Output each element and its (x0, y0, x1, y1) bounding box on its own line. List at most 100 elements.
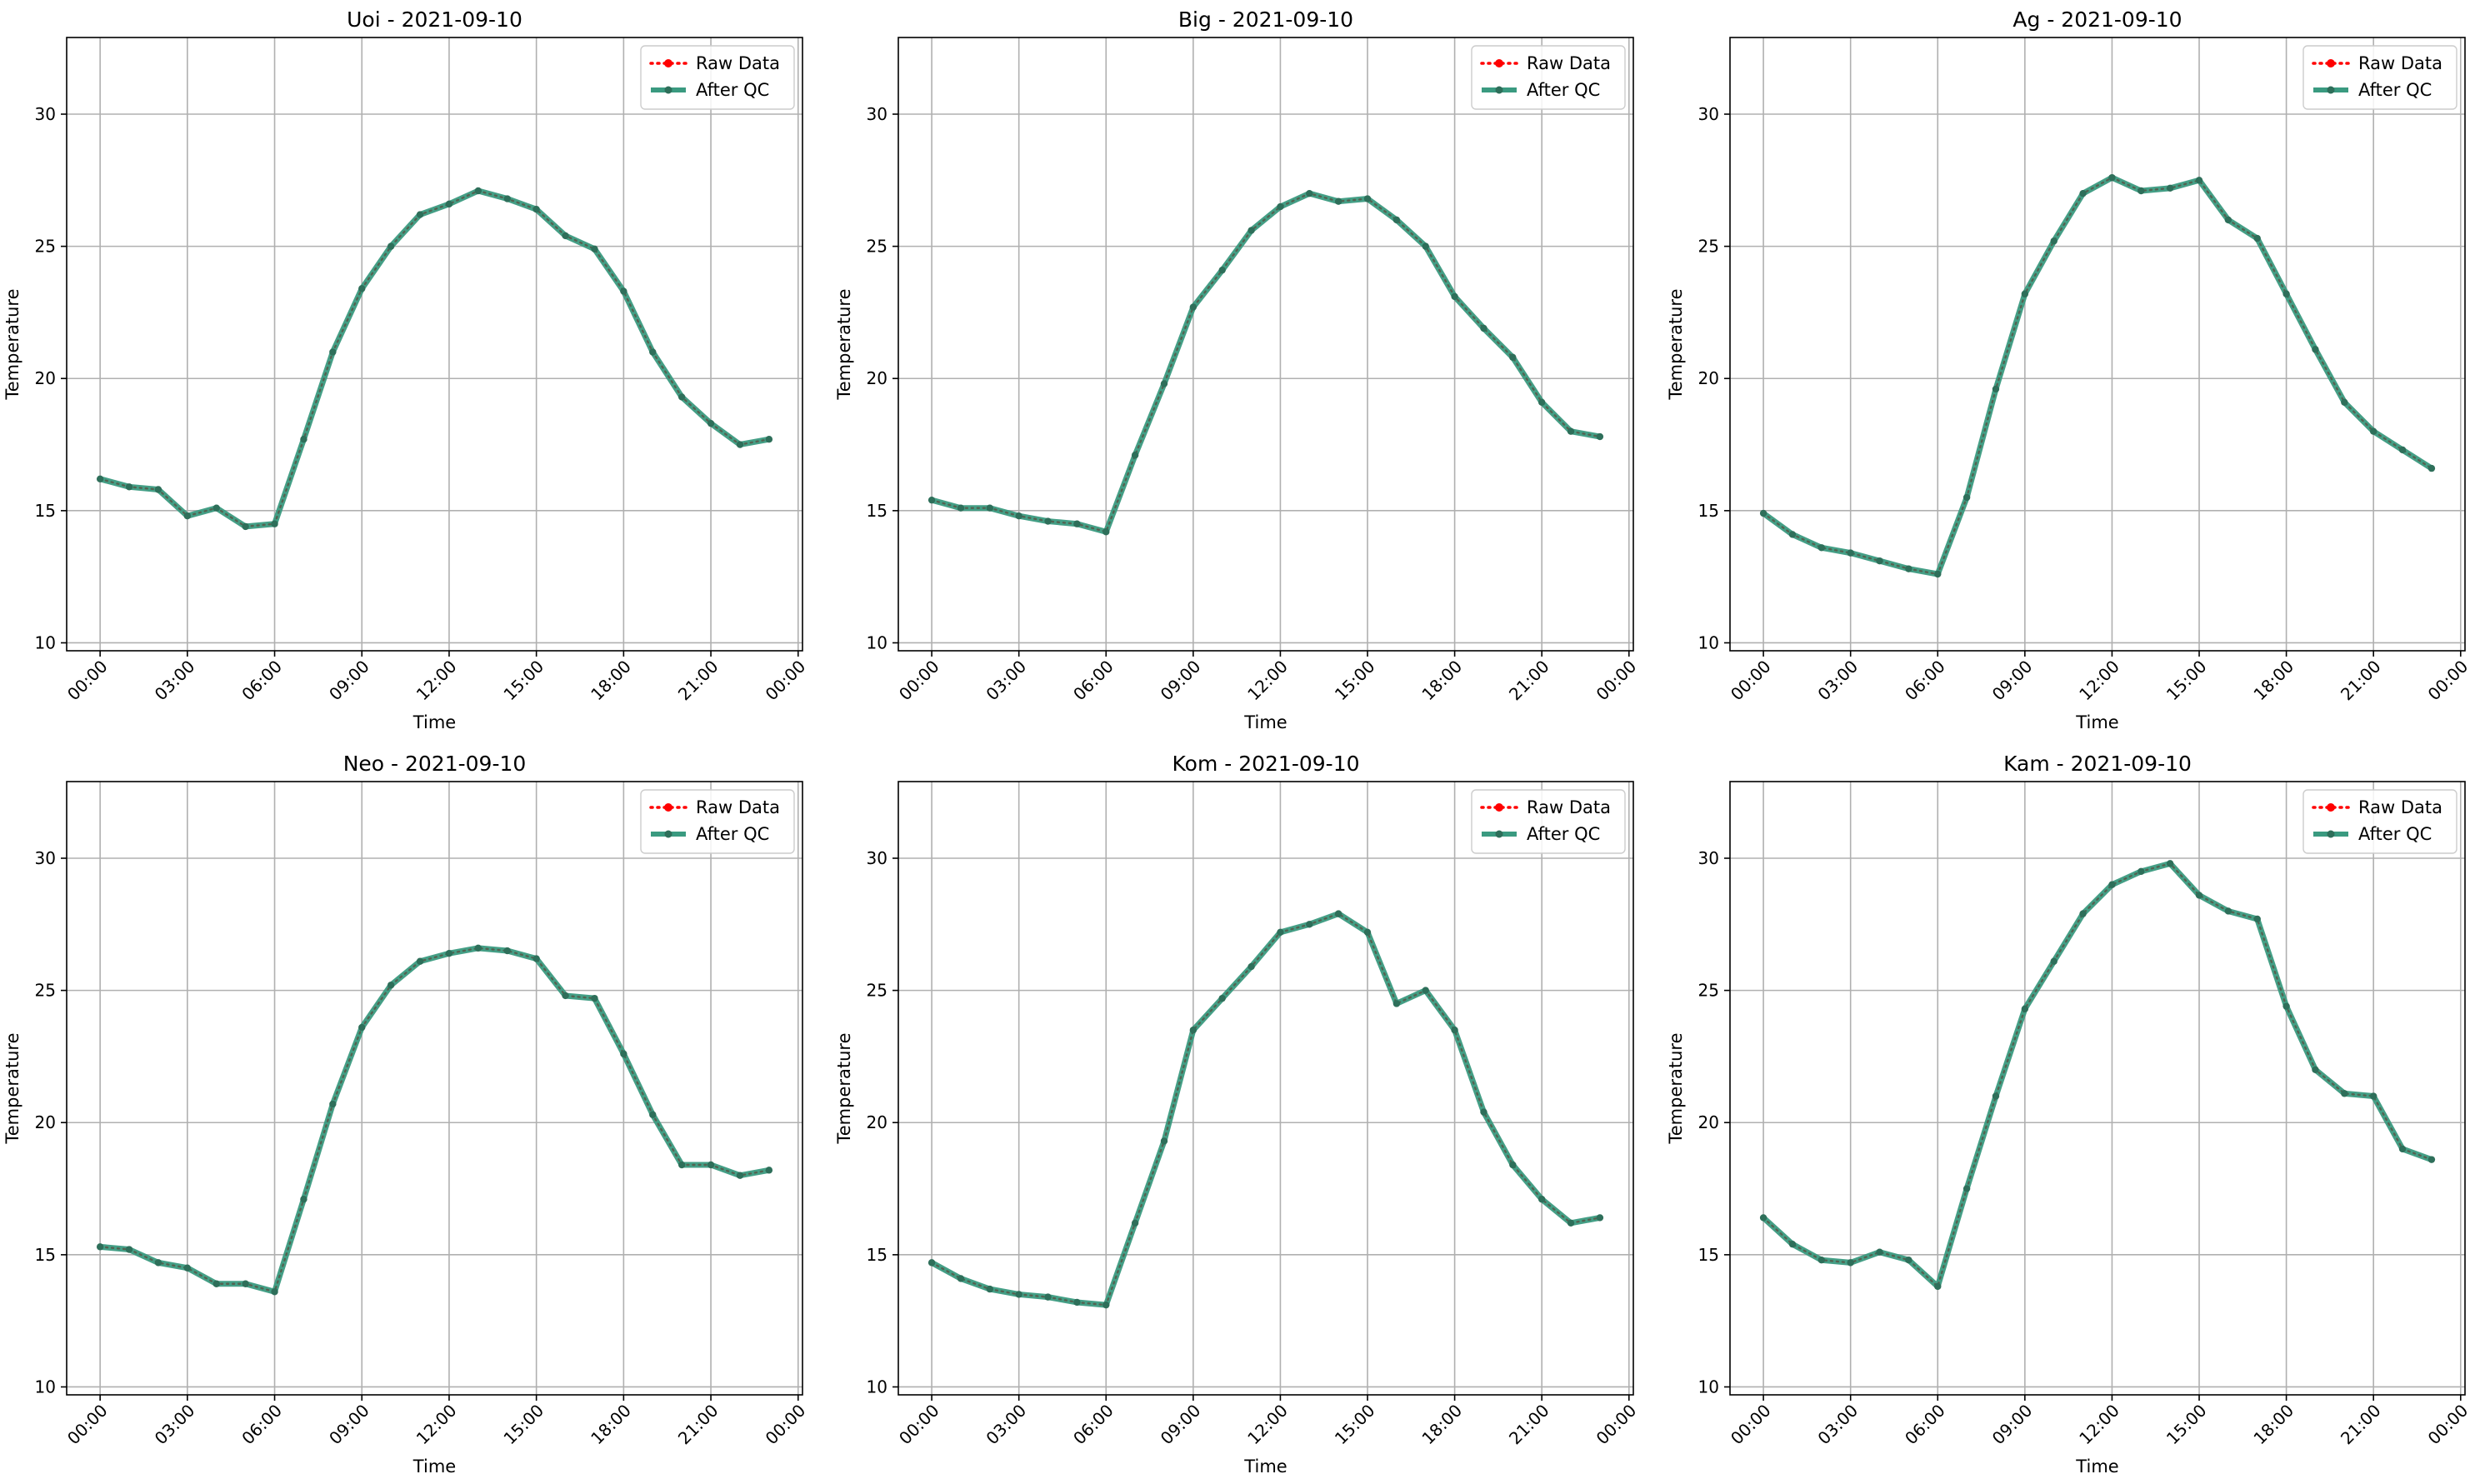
panel-3-after-qc-point-5 (1905, 565, 1912, 572)
panel-1-after-qc-point-12 (445, 200, 453, 208)
panel-6-after-qc-point-7 (1962, 1185, 1971, 1192)
panel-6-ytick-label-2: 20 (1698, 1112, 1719, 1132)
panel-4-ytick-label-1: 15 (35, 1245, 56, 1265)
panel-2-xlabel: Time (1243, 712, 1287, 732)
panel-4-xtick-label-5: 15:00 (499, 1401, 548, 1449)
panel-1: 10 15 20 25 30 00:00 03:00 06:00 09:00 12:00 15:00… (2, 7, 809, 732)
panel-6-after-qc-point-11 (2079, 910, 2087, 917)
panel-3-xtick-label-0: 00:00 (1727, 657, 1775, 705)
panel-4-after-qc-point-7 (300, 1196, 308, 1203)
panel-1-series-after-qc-line (97, 187, 772, 530)
panel-1-xtick-label-2: 06:00 (238, 657, 286, 705)
panel-5-ylabel: Temperature (834, 1032, 854, 1144)
panel-3-after-qc-point-19 (2312, 346, 2319, 353)
panel-4-after-qc-point-19 (649, 1111, 657, 1118)
panel-6-xtick-label-8: 00:00 (2424, 1401, 2472, 1449)
panel-5-xtick-label-0: 00:00 (895, 1401, 943, 1449)
panel-3-after-qc-point-20 (2341, 398, 2348, 406)
panel-6-after-qc-point-1 (1788, 1240, 1797, 1248)
panel-2-after-qc-point-6 (1102, 528, 1110, 536)
panel-1-after-qc-point-23 (765, 436, 773, 443)
panel-2-after-qc-point-2 (986, 504, 994, 512)
panel-4-xtick-label-4: 12:00 (412, 1401, 461, 1449)
panel-3-xtick-label-6: 18:00 (2249, 657, 2298, 705)
panel-6-after-qc-point-17 (2253, 915, 2261, 923)
panel-3-after-qc-point-11 (2079, 189, 2087, 197)
panel-4-legend-raw-marker (664, 803, 672, 812)
panel-1-after-qc-point-3 (183, 512, 192, 520)
panel-1-after-qc-point-21 (707, 419, 715, 427)
panel-2-series-after-qc-line (928, 190, 1603, 535)
panel-6-series-raw-data-line (1762, 862, 2433, 1289)
panel-2-ylabel: Temperature (834, 288, 854, 400)
panel-4-title: Neo - 2021-09-10 (343, 752, 527, 776)
panel-6-after-qc-point-6 (1934, 1282, 1942, 1291)
panel-4-after-qc-point-18 (620, 1050, 628, 1057)
panel-6-ylabel: Temperature (1666, 1032, 1686, 1144)
panel-3-ytick-label-4: 30 (1698, 104, 1719, 124)
panel-3-xtick-label-2: 06:00 (1901, 657, 1949, 705)
panel-2-after-qc-point-11 (1248, 227, 1255, 234)
panel-4-xtick-label-7: 21:00 (674, 1401, 722, 1449)
panel-4-after-qc-point-11 (416, 957, 424, 965)
panel-5-after-qc-point-11 (1248, 962, 1255, 971)
panel-5-after-qc-point-18 (1451, 1027, 1458, 1034)
panel-3-xtick-label-4: 12:00 (2075, 657, 2123, 705)
panel-5-series-after-qc-line (928, 911, 1603, 1308)
panel-5-after-qc-point-8 (1160, 1137, 1168, 1145)
panel-6-after-qc-point-0 (1759, 1214, 1768, 1222)
panel-3-after-qc-point-0 (1759, 509, 1768, 517)
panel-1-after-qc-point-16 (562, 232, 569, 240)
panel-3-title: Ag - 2021-09-10 (2012, 7, 2182, 32)
panel-4-after-qc-point-4 (212, 1280, 220, 1287)
panel-4-legend: Raw Data After QC (640, 789, 795, 854)
panel-4-legend-raw-label: Raw Data (696, 797, 780, 817)
panel-2-xtick-label-4: 12:00 (1243, 657, 1292, 705)
panel-5-after-qc-point-13 (1306, 921, 1313, 928)
panel-6-xtick-label-4: 12:00 (2075, 1401, 2123, 1449)
panel-5-after-qc-point-2 (986, 1285, 994, 1293)
panel-3-after-qc-point-12 (2108, 173, 2116, 182)
panel-4-after-qc-point-14 (503, 947, 511, 955)
panel-2-after-qc-point-10 (1218, 266, 1226, 274)
panel-5-after-qc-point-5 (1073, 1298, 1081, 1307)
panel-5-after-qc-point-22 (1567, 1219, 1575, 1227)
panel-2-frame (898, 37, 1634, 652)
panel-5-legend: Raw Data After QC (1471, 789, 1626, 854)
panel-2-after-qc-point-14 (1334, 197, 1342, 205)
panel-3-after-qc-point-21 (2369, 427, 2378, 435)
panel-1-after-qc-point-18 (620, 287, 628, 295)
panel-5-ytick-label-4: 30 (867, 848, 888, 868)
panel-1-after-qc-point-9 (358, 285, 366, 292)
panel-6-frame (1729, 781, 2466, 1396)
panel-1-xtick-label-6: 18:00 (587, 657, 635, 705)
panel-3-after-qc-point-2 (1818, 544, 1826, 552)
panel-5-after-qc-point-16 (1392, 1000, 1401, 1007)
panel-2-after-qc-point-15 (1363, 195, 1372, 202)
panel-1-legend-qc-marker (664, 86, 672, 94)
panel-6-after-qc-point-14 (2166, 860, 2174, 867)
panel-3-after-qc-point-9 (2021, 290, 2029, 297)
panel-1-xtick-label-8: 00:00 (762, 657, 810, 705)
panel-4-after-qc-point-0 (96, 1243, 104, 1251)
panel-4-after-qc-point-23 (765, 1167, 773, 1174)
panel-2-after-qc-point-7 (1131, 452, 1139, 459)
panel-1-after-qc-point-6 (271, 520, 278, 527)
panel-5-ytick-label-0: 10 (867, 1377, 888, 1397)
panel-4-ytick-label-0: 10 (35, 1377, 56, 1397)
panel-3-after-qc-point-16 (2224, 216, 2232, 224)
panel-6-legend-qc-label: After QC (2358, 824, 2432, 844)
panel-4-ylabel: Temperature (2, 1032, 22, 1144)
panel-1-legend-qc-label: After QC (696, 80, 769, 100)
panel-3-legend: Raw Data After QC (2302, 45, 2458, 110)
panel-5-ytick-label-2: 20 (867, 1112, 888, 1132)
panel-6-after-qc-point-22 (2398, 1145, 2407, 1153)
panel-2-legend-qc-marker (1495, 86, 1503, 94)
panel-1-after-qc-point-17 (591, 245, 598, 252)
panel-5-legend-raw-label: Raw Data (1527, 797, 1611, 817)
panel-3-ytick-label-3: 25 (1698, 237, 1719, 257)
panel-6-legend-raw-label: Raw Data (2358, 797, 2442, 817)
panel-3-legend-frame (2302, 45, 2458, 110)
panel-6-xtick-label-1: 03:00 (1813, 1401, 1862, 1449)
panel-6: 10 15 20 25 30 00:00 03:00 06:00 09:00 12:00 15:00… (1666, 752, 2472, 1477)
